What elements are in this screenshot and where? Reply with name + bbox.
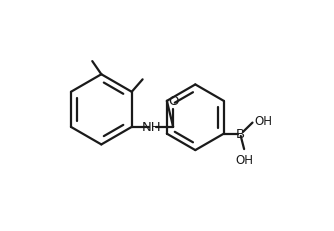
Text: O: O bbox=[168, 95, 178, 108]
Text: B: B bbox=[236, 128, 245, 141]
Text: OH: OH bbox=[235, 153, 253, 166]
Text: NH: NH bbox=[142, 121, 161, 134]
Text: OH: OH bbox=[255, 114, 273, 127]
